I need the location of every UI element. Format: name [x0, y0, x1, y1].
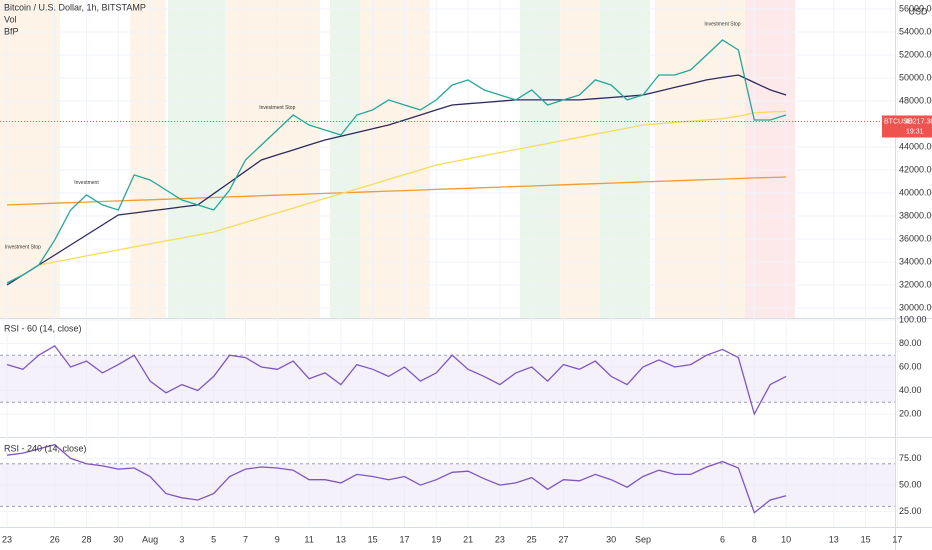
x-tick-label: 15 [368, 534, 378, 544]
y-tick-label: 80.00 [899, 338, 922, 348]
x-tick-label: Aug [142, 534, 158, 544]
y-tick-label: 42000.00 [899, 164, 932, 174]
rsi-band [0, 355, 895, 403]
x-tick-label: 13 [829, 534, 839, 544]
chart-title: Bitcoin / U.S. Dollar, 1h, BITSTAMP [4, 2, 146, 12]
x-tick-label: 11 [304, 534, 313, 544]
y-tick-label: 50.00 [899, 479, 922, 489]
shade [745, 0, 795, 318]
y-tick-label: 32000.00 [899, 279, 932, 289]
y-tick-label: 50000.00 [899, 72, 932, 82]
y-tick-label: 100.00 [899, 314, 927, 324]
x-tick-label: 13 [336, 534, 346, 544]
price-tag-symbol: BTCUSD [884, 118, 913, 125]
y-tick-label: 75.00 [899, 453, 922, 463]
x-tick-label: 5 [211, 534, 216, 544]
price-tag [882, 115, 932, 138]
x-tick-label: 17 [892, 534, 902, 544]
y-tick-label: 60.00 [899, 361, 922, 371]
rsi-band [0, 463, 895, 507]
series-line [6, 176, 787, 206]
series-line [38, 110, 787, 266]
series-line [6, 39, 787, 284]
shade [600, 0, 650, 318]
x-tick-label: 26 [50, 534, 60, 544]
y-tick-label: 34000.00 [899, 256, 932, 266]
shade [225, 0, 320, 318]
shade [130, 0, 166, 318]
y-tick-label: 44000.00 [899, 141, 932, 151]
x-tick-label: 19 [431, 534, 441, 544]
volume-label: Vol [4, 14, 17, 24]
shade [360, 0, 430, 318]
x-tick-label: 3 [179, 534, 184, 544]
price-tag-countdown: 19:31 [906, 128, 924, 135]
price-tag-value: 46217.38 [905, 118, 932, 125]
shade [330, 0, 360, 318]
rsi-title: RSI - 240 (14, close) [4, 443, 87, 453]
rsi-title: RSI - 60 (14, close) [4, 323, 82, 333]
shade [655, 0, 745, 318]
x-tick-label: 30 [606, 534, 616, 544]
unit-label: USD [908, 6, 928, 16]
shade [560, 0, 600, 318]
series-line [6, 74, 787, 286]
y-tick-label: 30000.00 [899, 302, 932, 312]
y-tick-label: 40.00 [899, 385, 922, 395]
x-tick-label: Sep [635, 534, 651, 544]
x-tick-label: 17 [399, 534, 409, 544]
x-tick-label: 21 [463, 534, 473, 544]
shade [520, 0, 560, 318]
indicator-label: BfP [4, 26, 19, 36]
annotation: Investment Stop [5, 244, 41, 250]
x-tick-label: 10 [781, 534, 791, 544]
x-tick-label: 25 [527, 534, 537, 544]
x-tick-label: 9 [275, 534, 280, 544]
y-tick-label: 20.00 [899, 408, 922, 418]
session-shading [0, 0, 795, 318]
y-tick-label: 48000.00 [899, 95, 932, 105]
x-tick-label: 23 [495, 534, 505, 544]
x-tick-label: 30 [113, 534, 123, 544]
shade [168, 0, 225, 318]
x-tick-label: 23 [2, 534, 12, 544]
x-tick-label: 28 [81, 534, 91, 544]
annotation: Investment Stop [704, 21, 740, 27]
y-tick-label: 36000.00 [899, 233, 932, 243]
series-line [6, 344, 787, 416]
y-tick-label: 40000.00 [899, 187, 932, 197]
x-tick-label: 6 [720, 534, 725, 544]
x-tick-label: 27 [558, 534, 568, 544]
series-line [6, 443, 787, 514]
annotation: Investment Stop [259, 105, 295, 111]
x-tick-label: 7 [243, 534, 248, 544]
y-tick-label: 38000.00 [899, 210, 932, 220]
x-tick-label: 8 [752, 534, 757, 544]
annotation: Investment [74, 180, 99, 186]
y-tick-label: 25.00 [899, 506, 922, 516]
x-tick-label: 15 [861, 534, 871, 544]
y-tick-label: 56000.00 [899, 3, 932, 13]
y-tick-label: 52000.00 [899, 49, 932, 59]
y-tick-label: 54000.00 [899, 26, 932, 36]
shade [0, 0, 60, 318]
